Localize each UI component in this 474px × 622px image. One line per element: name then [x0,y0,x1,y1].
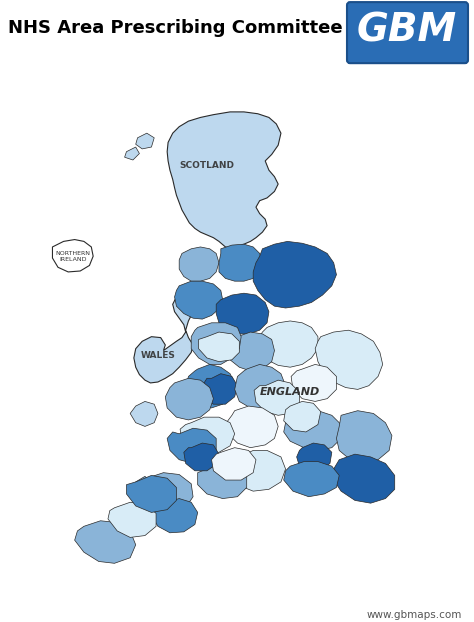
Polygon shape [167,112,281,249]
FancyBboxPatch shape [347,2,468,63]
Text: WALES: WALES [140,351,175,360]
Text: NHS Area Prescribing Committee: NHS Area Prescribing Committee [8,19,343,37]
Polygon shape [284,411,341,450]
Polygon shape [334,454,395,503]
Polygon shape [230,450,285,491]
Polygon shape [125,147,139,160]
Polygon shape [151,499,198,533]
Polygon shape [315,330,383,389]
Polygon shape [134,291,195,383]
Polygon shape [297,443,332,473]
Text: ENGLAND: ENGLAND [260,387,320,397]
Polygon shape [199,332,239,361]
Polygon shape [337,411,392,463]
Text: www.gbmaps.com: www.gbmaps.com [366,610,462,620]
Polygon shape [174,281,223,319]
Polygon shape [167,429,216,463]
Polygon shape [127,475,176,513]
Polygon shape [184,443,219,471]
Polygon shape [291,364,337,401]
Polygon shape [227,406,278,448]
Polygon shape [75,521,136,564]
Text: GBM: GBM [357,12,457,50]
Polygon shape [130,401,158,427]
Polygon shape [191,323,241,364]
Polygon shape [198,463,246,499]
Polygon shape [211,448,256,480]
Polygon shape [180,417,235,454]
Polygon shape [284,462,339,497]
Polygon shape [254,380,300,415]
Polygon shape [284,401,321,432]
Polygon shape [165,378,213,420]
Polygon shape [253,241,337,308]
Polygon shape [136,473,193,513]
Polygon shape [216,293,269,334]
Polygon shape [186,364,235,408]
Polygon shape [179,247,219,281]
Text: NORTHERN
IRELAND: NORTHERN IRELAND [55,251,91,262]
Polygon shape [235,364,285,411]
Polygon shape [219,244,263,281]
Polygon shape [108,502,156,537]
Text: SCOTLAND: SCOTLAND [180,161,235,170]
Polygon shape [202,374,237,404]
Polygon shape [53,239,93,272]
Polygon shape [258,321,318,367]
Polygon shape [136,133,154,149]
Polygon shape [228,332,274,371]
